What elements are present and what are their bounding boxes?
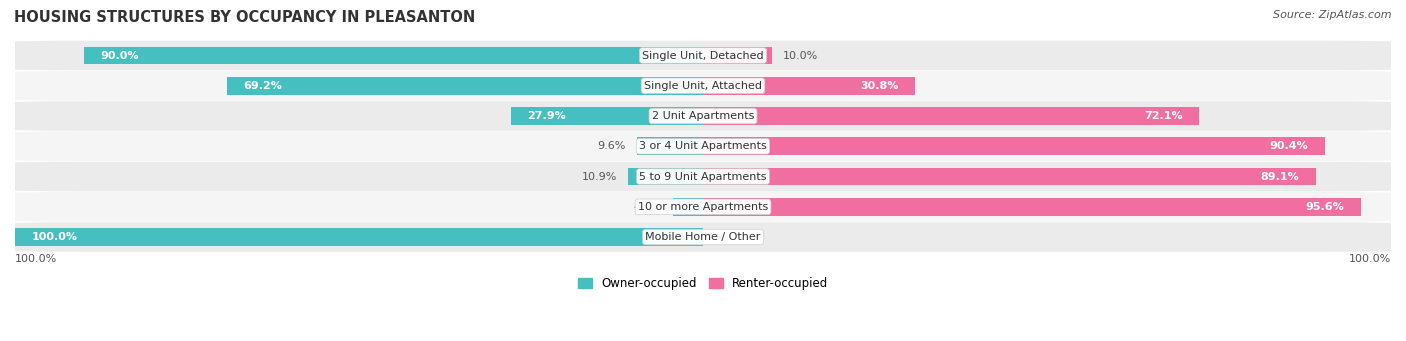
Bar <box>510 107 703 125</box>
FancyBboxPatch shape <box>1 131 1405 161</box>
Bar <box>672 198 703 216</box>
Text: 5 to 9 Unit Apartments: 5 to 9 Unit Apartments <box>640 172 766 181</box>
Text: 100.0%: 100.0% <box>1348 254 1391 264</box>
Text: Single Unit, Attached: Single Unit, Attached <box>644 81 762 91</box>
FancyBboxPatch shape <box>1 162 1405 191</box>
Bar <box>703 47 772 64</box>
Bar <box>703 168 1316 185</box>
Bar <box>628 168 703 185</box>
Text: 100.0%: 100.0% <box>31 232 77 242</box>
FancyBboxPatch shape <box>1 192 1405 222</box>
Text: 0.0%: 0.0% <box>714 232 742 242</box>
Bar <box>703 137 1324 155</box>
Text: 27.9%: 27.9% <box>527 111 567 121</box>
Text: 89.1%: 89.1% <box>1261 172 1299 181</box>
Text: Mobile Home / Other: Mobile Home / Other <box>645 232 761 242</box>
FancyBboxPatch shape <box>1 71 1405 101</box>
Text: 10.9%: 10.9% <box>582 172 617 181</box>
Text: 90.0%: 90.0% <box>100 50 139 60</box>
Text: 4.4%: 4.4% <box>633 202 662 212</box>
Text: 95.6%: 95.6% <box>1305 202 1344 212</box>
Text: 100.0%: 100.0% <box>15 254 58 264</box>
Text: 10 or more Apartments: 10 or more Apartments <box>638 202 768 212</box>
Text: Source: ZipAtlas.com: Source: ZipAtlas.com <box>1274 10 1392 20</box>
Bar <box>226 77 703 94</box>
Text: 9.6%: 9.6% <box>598 141 626 151</box>
Bar <box>637 137 703 155</box>
Bar <box>703 198 1361 216</box>
Bar <box>703 107 1199 125</box>
Text: 69.2%: 69.2% <box>243 81 283 91</box>
Text: 90.4%: 90.4% <box>1270 141 1309 151</box>
FancyBboxPatch shape <box>1 101 1405 131</box>
Text: 30.8%: 30.8% <box>860 81 898 91</box>
Text: 3 or 4 Unit Apartments: 3 or 4 Unit Apartments <box>640 141 766 151</box>
Text: HOUSING STRUCTURES BY OCCUPANCY IN PLEASANTON: HOUSING STRUCTURES BY OCCUPANCY IN PLEAS… <box>14 10 475 25</box>
Text: Single Unit, Detached: Single Unit, Detached <box>643 50 763 60</box>
FancyBboxPatch shape <box>1 41 1405 70</box>
Bar <box>703 77 915 94</box>
Legend: Owner-occupied, Renter-occupied: Owner-occupied, Renter-occupied <box>572 272 834 295</box>
Bar <box>84 47 703 64</box>
Text: 72.1%: 72.1% <box>1144 111 1182 121</box>
Bar <box>15 228 703 246</box>
Text: 10.0%: 10.0% <box>783 50 818 60</box>
FancyBboxPatch shape <box>1 222 1405 252</box>
Text: 2 Unit Apartments: 2 Unit Apartments <box>652 111 754 121</box>
